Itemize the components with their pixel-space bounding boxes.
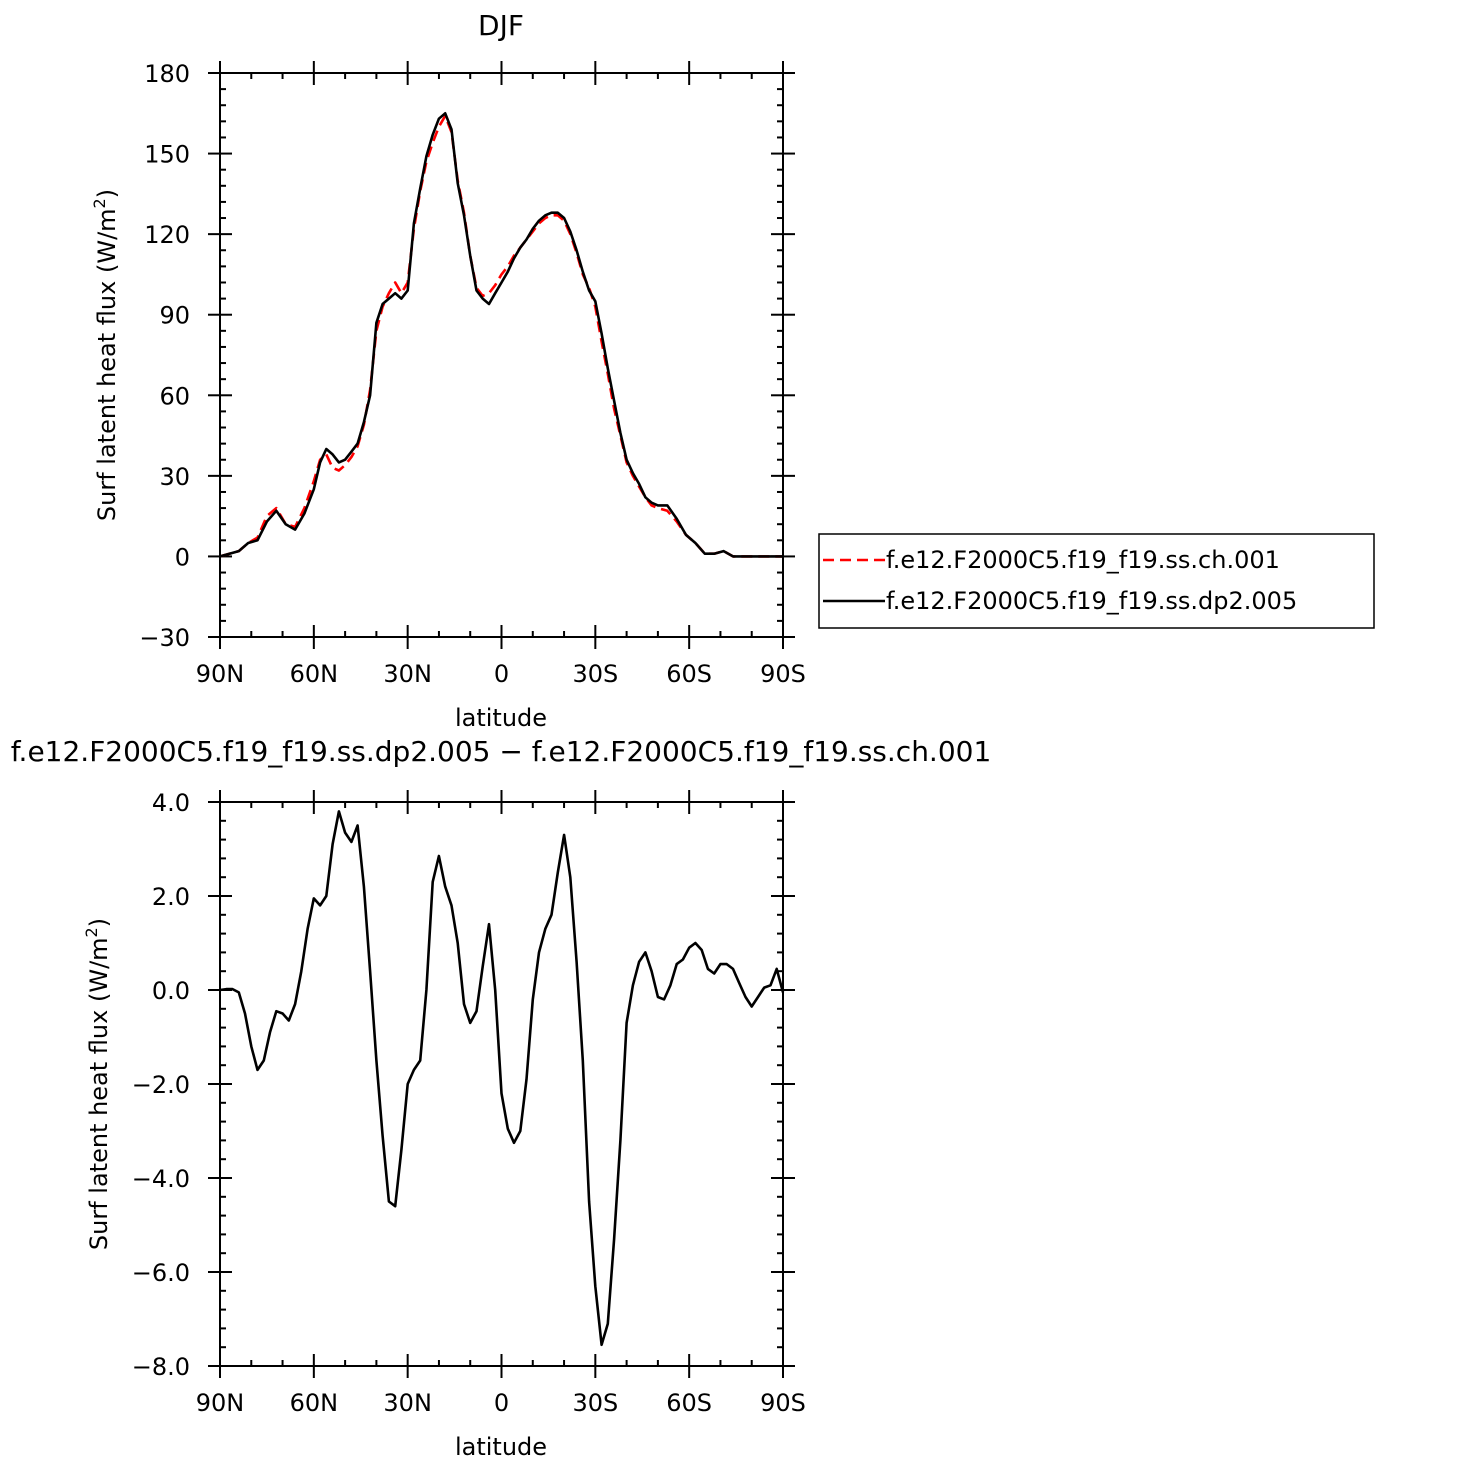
series-line-dp2005 xyxy=(219,112,783,558)
y-tick-label: −4.0 xyxy=(132,1165,190,1193)
x-tick-label: 60S xyxy=(666,660,712,688)
top-y-axis-title-sup: 2 xyxy=(90,198,109,208)
legend-box xyxy=(818,533,1375,629)
x-tick-label: 30N xyxy=(383,1389,432,1417)
x-tick-label: 90N xyxy=(196,1389,245,1417)
y-tick-label: 0 xyxy=(175,543,190,571)
x-tick-label: 60N xyxy=(290,660,339,688)
series-line-ch001 xyxy=(219,114,783,558)
x-tick-label: 30N xyxy=(383,660,432,688)
x-tick-label: 30S xyxy=(572,1389,618,1417)
y-tick-label: −2.0 xyxy=(132,1071,190,1099)
top-chart-title: DJF xyxy=(478,9,524,42)
x-tick-label: 90S xyxy=(760,660,806,688)
top-y-tick-labels: −30 0 30 60 90 120 150 180 xyxy=(139,60,190,652)
y-tick-label: −30 xyxy=(139,624,190,652)
bottom-chart-title: f.e12.F2000C5.f19_f19.ss.dp2.005 − f.e12… xyxy=(11,735,992,768)
y-tick-label: 120 xyxy=(144,221,190,249)
bottom-y-axis-title: Surf latent heat flux (W/m2) xyxy=(82,918,113,1250)
bottom-x-tick-labels: 90N 60N 30N 0 30S 60S 90S xyxy=(196,1389,806,1417)
y-tick-label: 90 xyxy=(159,302,190,330)
y-tick-label: 60 xyxy=(159,382,190,410)
y-tick-label: 180 xyxy=(144,60,190,88)
legend: f.e12.F2000C5.f19_f19.ss.ch.001 f.e12.F2… xyxy=(818,533,1375,629)
bottom-y-axis-title-main: Surf latent heat flux xyxy=(85,1010,113,1250)
y-tick-label: −8.0 xyxy=(132,1353,190,1381)
x-tick-label: 0 xyxy=(494,1389,509,1417)
bottom-y-tick-labels: −8.0 −6.0 −4.0 −2.0 0.0 2.0 4.0 xyxy=(132,789,190,1381)
y-tick-label: 2.0 xyxy=(152,883,190,911)
x-tick-label: 0 xyxy=(494,660,509,688)
bottom-series-group xyxy=(219,810,785,1347)
bottom-x-axis-title: latitude xyxy=(455,1433,547,1461)
y-tick-label: 150 xyxy=(144,141,190,169)
top-axis-ticks xyxy=(208,61,795,649)
y-tick-label: 4.0 xyxy=(152,789,190,817)
bottom-y-axis-title-units: (W/m xyxy=(85,937,113,1002)
bottom-plot-frame xyxy=(219,801,784,1367)
top-y-axis-title-main: Surf latent heat flux xyxy=(93,281,121,521)
x-tick-label: 90N xyxy=(196,660,245,688)
bottom-chart: f.e12.F2000C5.f19_f19.ss.dp2.005 − f.e12… xyxy=(11,735,992,1461)
difference-series-line xyxy=(219,810,785,1347)
y-tick-label: 30 xyxy=(159,463,190,491)
top-series-group xyxy=(219,112,783,558)
legend-label-dp2005: f.e12.F2000C5.f19_f19.ss.dp2.005 xyxy=(886,587,1297,615)
top-x-tick-labels: 90N 60N 30N 0 30S 60S 90S xyxy=(196,660,806,688)
legend-label-ch001: f.e12.F2000C5.f19_f19.ss.ch.001 xyxy=(886,546,1280,574)
x-tick-label: 90S xyxy=(760,1389,806,1417)
top-plot-frame xyxy=(219,72,784,638)
x-tick-label: 60N xyxy=(290,1389,339,1417)
y-tick-label: −6.0 xyxy=(132,1259,190,1287)
top-y-axis-title: Surf latent heat flux (W/m2) xyxy=(90,189,121,521)
top-chart: DJF 90N 60N 30N 0 30S 60S 90S −30 0 30 60 90 120 150… xyxy=(90,9,806,732)
x-tick-label: 30S xyxy=(572,660,618,688)
bottom-y-axis-title-close: ) xyxy=(85,918,113,927)
y-tick-label: 0.0 xyxy=(152,977,190,1005)
top-y-axis-title-units: (W/m xyxy=(93,208,121,273)
top-x-axis-title: latitude xyxy=(455,704,547,732)
top-y-axis-title-close: ) xyxy=(93,189,121,198)
x-tick-label: 60S xyxy=(666,1389,712,1417)
bottom-y-axis-title-sup: 2 xyxy=(82,927,101,937)
